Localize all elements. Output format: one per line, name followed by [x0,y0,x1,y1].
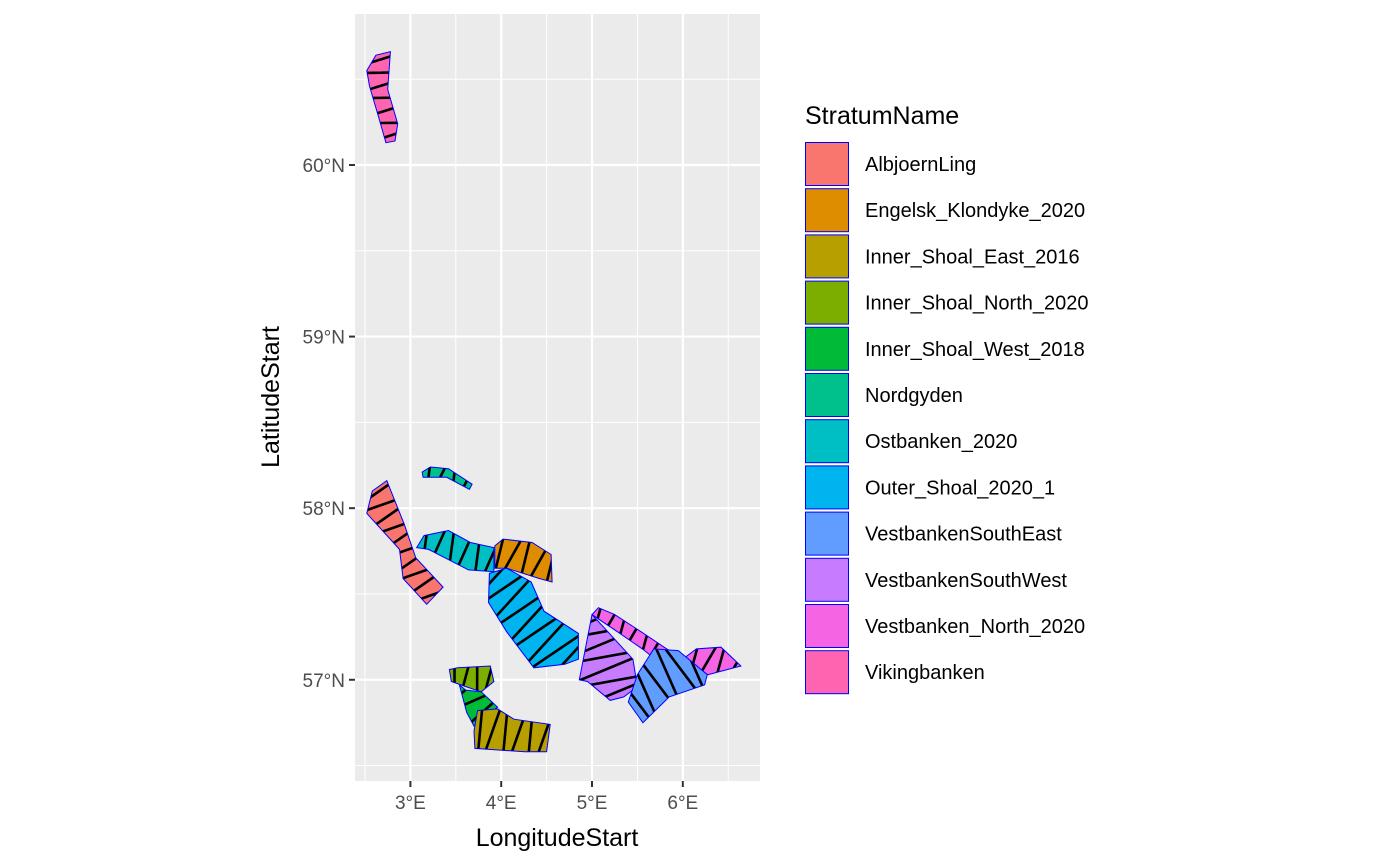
y-tick-label: 59°N [303,328,345,349]
legend-item-albjoernling: AlbjoernLing [805,142,976,186]
stratum-vikingbanken [366,51,399,144]
stratum-outline [421,466,473,490]
stratum-fill [366,480,444,605]
legend-item-vestbanken-north-2020: Vestbanken_North_2020 [805,604,1085,648]
legend-label: Outer_Shoal_2020_1 [865,477,1055,499]
legend: StratumName AlbjoernLing Engelsk_Klondyke… [805,102,1089,695]
legend-swatch [805,604,849,648]
stratum-transects [579,614,638,701]
stratum-fill [592,607,741,677]
stratum-fill [449,666,494,692]
legend-swatch [805,373,849,417]
legend-label: Vestbanken_North_2020 [865,616,1085,638]
stratum-fill [416,530,494,572]
legend-item-inner-shoal-west-2018: Inner_Shoal_West_2018 [805,326,1085,371]
legend-item-engelsk-klondyke-2020: Engelsk_Klondyke_2020 [805,188,1085,233]
legend-swatch [805,280,849,325]
legend-label: Inner_Shoal_East_2016 [865,246,1080,268]
legend-title: StratumName [805,102,959,130]
legend-item-outer-shoal-2020-1: Outer_Shoal_2020_1 [805,465,1055,510]
legend-item-vestbankensoutheast: VestbankenSouthEast [805,511,1062,556]
stratum-outline [415,529,495,573]
stratum-outer-shoal-2020-1 [487,567,579,669]
x-tick-label: 5°E [577,793,608,814]
legend-swatch [805,188,849,233]
legend-swatch [805,557,849,602]
y-axis-title: LatitudeStart [257,326,285,468]
legend-item-nordgyden: Nordgyden [805,373,963,417]
axes: 3°E 4°E 5°E 6°E 57°N 58°N 59°N 60°N [303,156,699,814]
stratum-inner-shoal-east-2016 [473,708,551,753]
stratum-transects [366,51,398,143]
legend-swatch [805,511,849,556]
legend-swatch [805,650,849,695]
stratum-outline [473,708,551,753]
legend-item-vestbankensouthwest: VestbankenSouthWest [805,557,1067,602]
legend-label: Vikingbanken [865,662,985,684]
x-tick-label: 3°E [395,793,426,814]
legend-item-vikingbanken: Vikingbanken [805,650,985,695]
legend-label: VestbankenSouthWest [865,570,1067,592]
legend-label: Inner_Shoal_North_2020 [865,293,1089,315]
legend-label: AlbjoernLing [865,154,976,176]
legend-swatch [805,326,849,371]
grid-lines [355,14,760,781]
x-axis-title: LongitudeStart [476,824,639,852]
x-tick-label: 4°E [486,793,517,814]
legend-swatch [805,234,849,279]
x-tick-label: 6°E [667,793,698,814]
stratum-ostbanken-2020 [415,529,495,573]
stratum-outline [494,538,553,583]
stratum-outline [627,648,708,724]
legend-swatch [805,465,849,510]
legend-item-ostbanken-2020: Ostbanken_2020 [805,419,1017,464]
legend-label: Nordgyden [865,385,963,407]
stratum-outline [366,479,444,606]
stratum-fill [494,539,553,582]
legend-item-inner-shoal-north-2020: Inner_Shoal_North_2020 [805,280,1089,325]
stratum-vestbankensoutheast [627,648,708,724]
stratum-fill [474,708,551,752]
legend-label: Inner_Shoal_West_2018 [865,339,1085,361]
stratum-fill [628,648,708,723]
y-tick-label: 58°N [303,499,345,520]
stratum-outline [487,567,579,669]
y-tick-label: 57°N [303,671,345,692]
stratum-outline [591,607,742,677]
stratum-transects [488,568,579,668]
legend-label: Ostbanken_2020 [865,431,1017,453]
stratum-transects [494,539,553,582]
legend-label: VestbankenSouthEast [865,524,1062,546]
stratum-engelsk-klondyke-2020 [494,538,553,583]
stratum-outline [448,665,495,693]
stratum-fill [488,568,579,668]
legend-item-inner-shoal-east-2016: Inner_Shoal_East_2016 [805,234,1080,279]
legend-swatch [805,142,849,186]
legend-label: Engelsk_Klondyke_2020 [865,200,1085,222]
stratum-outline [366,51,399,144]
legend-swatch [805,419,849,464]
y-tick-label: 60°N [303,156,345,177]
